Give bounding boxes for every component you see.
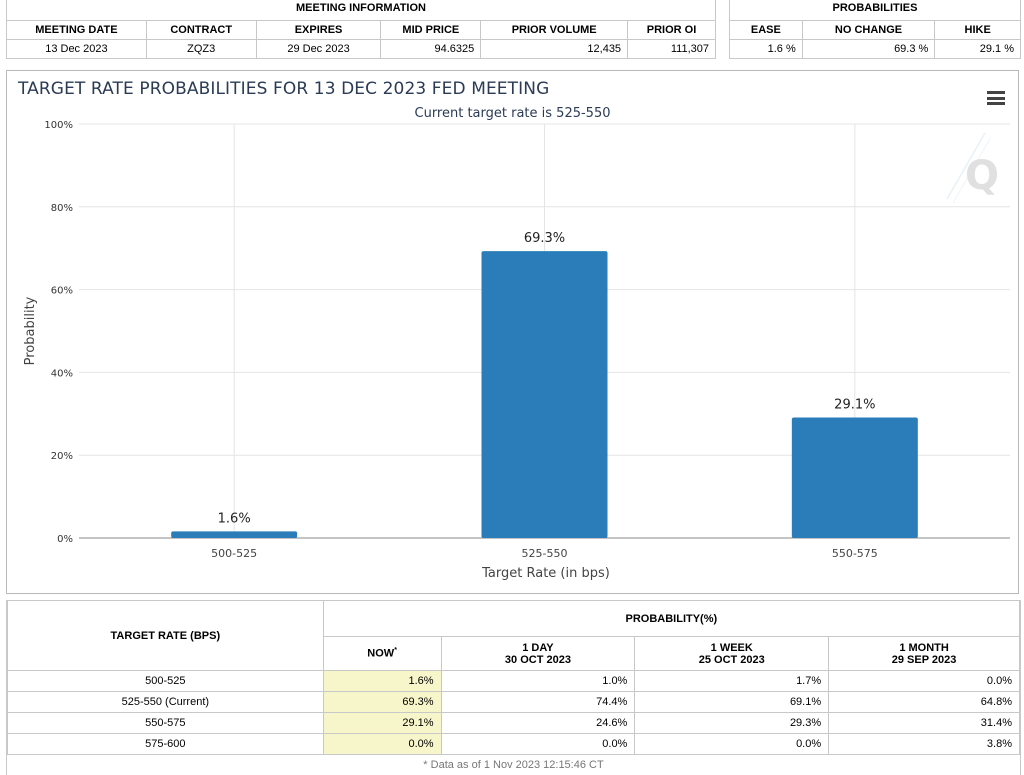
rate-cell: 550-575 (7, 712, 324, 734)
table-row: 550-575 29.1% 24.6% 29.3% 31.4% (7, 712, 1020, 734)
table-row: 575-600 0.0% 0.0% 0.0% 3.8% (7, 733, 1020, 755)
x-tick-label: 525-550 (522, 547, 568, 560)
hike-header: HIKE (934, 19, 1021, 40)
value-cell: 74.4% (440, 691, 636, 713)
ease-header: EASE (729, 19, 803, 40)
probability-history-panel: TARGET RATE (BPS) PROBABILITY(%) NOW* 1 … (6, 600, 1021, 775)
no-change-header: NO CHANGE (801, 19, 936, 40)
value-cell: 29.3% (634, 712, 830, 734)
bar-500-525[interactable] (171, 531, 298, 538)
value-cell: 3.8% (828, 733, 1020, 755)
y-tick-label: 100% (44, 120, 73, 131)
target-rate-header: TARGET RATE (BPS) (7, 600, 324, 671)
probability-history-table: TARGET RATE (BPS) PROBABILITY(%) NOW* 1 … (7, 600, 1021, 755)
value-cell: 0.0% (634, 733, 830, 755)
meeting-date-value: 13 Dec 2023 (6, 38, 147, 59)
meeting-information-table: MEETING INFORMATION MEETING DATE CONTRAC… (6, 0, 716, 59)
table-row: 500-525 1.6% 1.0% 1.7% 0.0% (7, 670, 1020, 692)
hamburger-menu-icon[interactable] (987, 91, 1005, 105)
probabilities-table: PROBABILITIES EASE NO CHANGE HIKE 1.6 % … (729, 0, 1021, 59)
contract-header: CONTRACT (145, 19, 257, 40)
q-logo-icon: Q (946, 132, 999, 204)
y-tick-label: 60% (51, 286, 73, 297)
now-cell: 69.3% (322, 691, 442, 713)
x-tick-label: 500-525 (211, 547, 257, 560)
y-tick-label: 20% (51, 451, 73, 462)
col-now-header: NOW* (322, 636, 442, 671)
bar-525-550[interactable] (481, 251, 608, 538)
now-cell: 1.6% (322, 670, 442, 692)
probabilities-heading: PROBABILITIES (729, 0, 1021, 21)
col-1-month-header: 1 MONTH 29 SEP 2023 (828, 636, 1020, 671)
hike-value: 29.1 % (934, 38, 1021, 59)
value-cell: 24.6% (440, 712, 636, 734)
svg-text:Q: Q (965, 153, 999, 199)
mid-price-value: 94.6325 (380, 38, 482, 59)
chart-subtitle: Current target rate is 525-550 (414, 106, 611, 121)
probability-header: PROBABILITY(%) (322, 600, 1021, 637)
rate-cell: 525-550 (Current) (7, 691, 324, 713)
meeting-information-heading: MEETING INFORMATION (6, 0, 716, 21)
value-cell: 0.0% (828, 670, 1020, 692)
bar-550-575[interactable] (791, 417, 918, 538)
y-tick-label: 40% (51, 368, 73, 379)
rate-cell: 500-525 (7, 670, 324, 692)
value-cell: 31.4% (828, 712, 1020, 734)
y-axis-title: Probability (23, 296, 38, 365)
no-change-value: 69.3 % (801, 38, 936, 59)
expires-value: 29 Dec 2023 (255, 38, 382, 59)
value-cell: 1.0% (440, 670, 636, 692)
probability-bar-chart: Q 0% 20% 40% 60% 80% 100% 1.6% 500-525 69.3% 525-… (23, 120, 1010, 581)
chart-panel: Q 0% 20% 40% 60% 80% 100% 1.6% 500-525 69.3% 525-… (6, 70, 1019, 594)
x-axis-title: Target Rate (in bps) (481, 566, 610, 581)
now-cell: 0.0% (322, 733, 442, 755)
y-tick-label: 0% (57, 534, 73, 545)
prior-volume-header: PRIOR VOLUME (480, 19, 629, 40)
prior-oi-value: 111,307 (627, 38, 716, 59)
col-1-week-header: 1 WEEK 25 OCT 2023 (634, 636, 830, 671)
rate-cell: 575-600 (7, 733, 324, 755)
data-label: 29.1% (834, 398, 875, 413)
y-tick-label: 80% (51, 203, 73, 214)
mid-price-header: MID PRICE (380, 19, 482, 40)
x-tick-label: 550-575 (832, 547, 878, 560)
col-1-day-header: 1 DAY 30 OCT 2023 (440, 636, 636, 671)
data-label: 69.3% (524, 231, 565, 246)
data-timestamp-footnote: * Data as of 1 Nov 2023 12:15:46 CT (423, 759, 604, 771)
value-cell: 1.7% (634, 670, 830, 692)
now-cell: 29.1% (322, 712, 442, 734)
chart-title: TARGET RATE PROBABILITIES FOR 13 DEC 202… (18, 79, 550, 99)
expires-header: EXPIRES (255, 19, 382, 40)
data-label: 1.6% (218, 511, 251, 526)
prior-volume-value: 12,435 (480, 38, 629, 59)
contract-value: ZQZ3 (145, 38, 257, 59)
value-cell: 64.8% (828, 691, 1020, 713)
value-cell: 69.1% (634, 691, 830, 713)
table-row: 525-550 (Current) 69.3% 74.4% 69.1% 64.8… (7, 691, 1020, 713)
meeting-date-header: MEETING DATE (6, 19, 147, 40)
value-cell: 0.0% (440, 733, 636, 755)
ease-value: 1.6 % (729, 38, 803, 59)
prior-oi-header: PRIOR OI (627, 19, 716, 40)
